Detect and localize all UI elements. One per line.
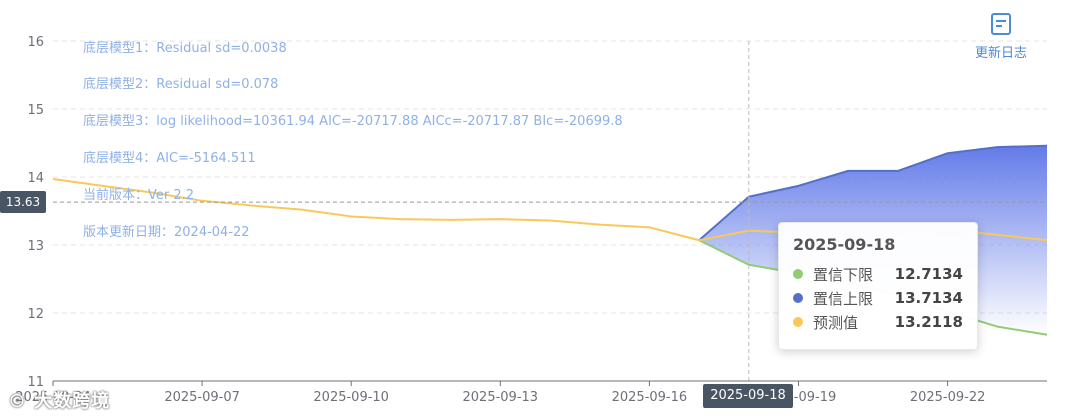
y-tick-label: 11 [27, 375, 44, 390]
x-tick-label: 2025-09-16 [612, 390, 688, 405]
tooltip-row-forecast: 预测值 13.2118 [793, 310, 963, 334]
version-note: 当前版本：Ver 2.2 [83, 188, 195, 203]
model-note-4: 底层模型4：AIC=-5164.511 [83, 151, 256, 166]
y-tick-label: 13 [27, 239, 44, 254]
tooltip-row-name: 置信下限 [813, 265, 874, 284]
model-note-3: 底层模型3：log likelihood=10361.94 AIC=-20717… [83, 114, 623, 129]
tooltip-row-upper: 置信上限 13.7134 [793, 286, 963, 310]
tooltip: 2025-09-18 置信下限 12.7134 置信上限 13.7134 预测值… [778, 222, 978, 350]
tooltip-row-value: 12.7134 [894, 265, 963, 283]
version-date-note: 版本更新日期：2024-04-22 [83, 225, 250, 240]
x-tick-label: 2025-09-13 [463, 390, 539, 405]
forecast-dot [793, 317, 803, 327]
y-tick-label: 15 [27, 103, 44, 118]
tooltip-row-value: 13.2118 [894, 313, 963, 331]
upper-bound-line [698, 144, 1048, 241]
document-icon [989, 13, 1013, 40]
update-log-label: 更新日志 [974, 46, 1027, 61]
lower-bound-dot [793, 269, 803, 279]
x-tick-label: 2025-09-07 [164, 390, 240, 405]
upper-bound-dot [793, 293, 803, 303]
model-note-1: 底层模型1：Residual sd=0.0038 [83, 41, 287, 56]
model-note-2: 底层模型2：Residual sd=0.078 [83, 77, 279, 92]
tooltip-row-name: 预测值 [813, 313, 859, 332]
tooltip-date: 2025-09-18 [793, 235, 896, 254]
x-pointer-label: 2025-09-18 [703, 384, 793, 408]
y-tick-label: 16 [27, 35, 44, 50]
x-tick-label: 2025-09-10 [313, 390, 389, 405]
y-tick-label: 14 [27, 171, 44, 186]
update-log-button[interactable]: 更新日志 [968, 12, 1034, 61]
tooltip-row-lower: 置信下限 12.7134 [793, 262, 963, 286]
x-tick-label: 2025-09-04 [15, 390, 91, 405]
tooltip-row-name: 置信上限 [813, 289, 874, 308]
watermark: © 大数跨境 [8, 391, 111, 412]
x-tick-label: 2025-09-22 [910, 390, 986, 405]
tooltip-row-value: 13.7134 [894, 289, 963, 307]
y-pointer-label: 13.63 [0, 191, 46, 213]
y-tick-label: 12 [27, 307, 44, 322]
